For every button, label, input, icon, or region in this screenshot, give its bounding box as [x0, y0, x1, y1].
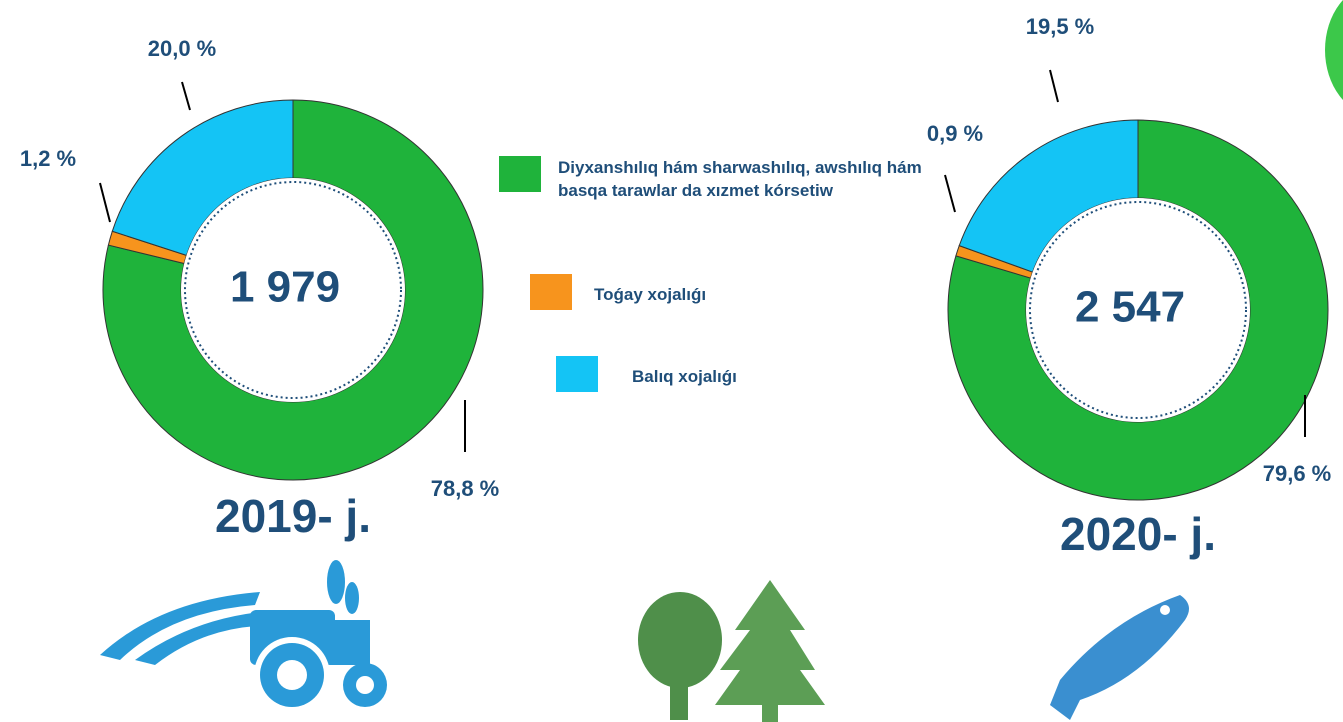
legend-swatch	[530, 274, 572, 310]
center-label: 2 547	[1075, 283, 1185, 332]
legend-label: Diyxanshılıq hám sharwashılıq, awshılıq …	[558, 158, 922, 200]
legend-label: Balıq xojalıǵı	[632, 367, 737, 386]
legend-swatch	[556, 356, 598, 392]
value-label: 1,2 %	[20, 146, 76, 171]
chart-title: 2019- j.	[215, 490, 371, 542]
value-label: 78,8 %	[431, 476, 500, 501]
value-label: 0,9 %	[927, 121, 983, 146]
inner-circle	[181, 178, 405, 402]
value-label: 19,5 %	[1026, 14, 1095, 39]
legend-label: Toǵay xojalıǵı	[594, 285, 707, 304]
legend-swatch	[499, 156, 541, 192]
forest-icon	[638, 580, 825, 722]
value-label: 20,0 %	[148, 36, 217, 61]
tractor-icon	[100, 560, 387, 713]
fish-icon	[1050, 595, 1189, 720]
arrow	[1049, 69, 1059, 103]
inner-dots	[1029, 201, 1247, 419]
arrow	[181, 81, 191, 111]
arrow	[99, 182, 111, 223]
value-label: 79,6 %	[1263, 461, 1332, 486]
center-label: 1 979	[230, 263, 340, 312]
decor-blob	[1325, 0, 1343, 100]
inner-circle	[1026, 198, 1250, 422]
inner-dots	[184, 181, 402, 399]
chart-title: 2020- j.	[1060, 508, 1216, 560]
arrow	[944, 174, 956, 213]
